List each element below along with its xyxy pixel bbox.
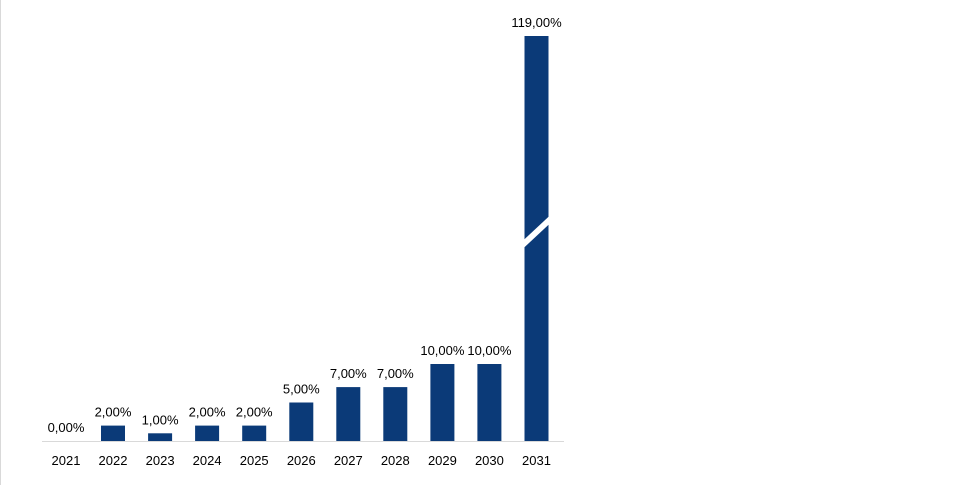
x-tick-label-2024: 2024	[193, 453, 222, 468]
x-tick-label-2027: 2027	[334, 453, 363, 468]
data-label-2025: 2,00%	[236, 405, 273, 420]
data-label-2024: 2,00%	[189, 405, 226, 420]
bar-2027	[336, 387, 361, 441]
x-tick-label-2023: 2023	[146, 453, 175, 468]
data-label-2029: 10,00%	[420, 343, 465, 358]
data-labels-group: 0,00% 2,00% 1,00% 2,00% 2,00% 5,00% 7,00% 7,00%…	[48, 15, 563, 435]
bar-2024	[195, 425, 220, 441]
x-tick-label-2028: 2028	[381, 453, 410, 468]
x-tick-label-2022: 2022	[99, 453, 128, 468]
x-tick-label-2029: 2029	[428, 453, 457, 468]
bar-2022	[101, 425, 125, 441]
x-tick-label-2030: 2030	[475, 453, 504, 468]
data-label-2030: 10,00%	[467, 343, 512, 358]
x-tick-label-2025: 2025	[240, 453, 269, 468]
bar-2026	[289, 402, 314, 441]
data-label-2022: 2,00%	[95, 405, 132, 420]
data-label-2028: 7,00%	[377, 366, 414, 381]
data-label-2023: 1,00%	[142, 412, 179, 427]
x-tick-label-2031: 2031	[522, 453, 551, 468]
bar-2025	[242, 425, 267, 441]
bar-2030	[477, 364, 502, 441]
x-tick-label-2026: 2026	[287, 453, 316, 468]
bar-2029	[430, 364, 455, 441]
left-border	[0, 0, 1, 485]
bars-group	[101, 36, 552, 441]
data-label-2031: 119,00%	[511, 15, 562, 30]
x-tick-label-2021: 2021	[52, 453, 81, 468]
data-label-2026: 5,00%	[283, 382, 320, 397]
axis-break-mark	[521, 214, 552, 250]
x-tick-labels-group: 2021 2022 2023 2024 2025 2026 2027 2028 2029 2030…	[52, 453, 551, 468]
data-label-2027: 7,00%	[330, 366, 367, 381]
bar-2023	[148, 433, 173, 441]
bar-2028	[383, 387, 408, 441]
data-label-2021: 0,00%	[48, 420, 85, 435]
